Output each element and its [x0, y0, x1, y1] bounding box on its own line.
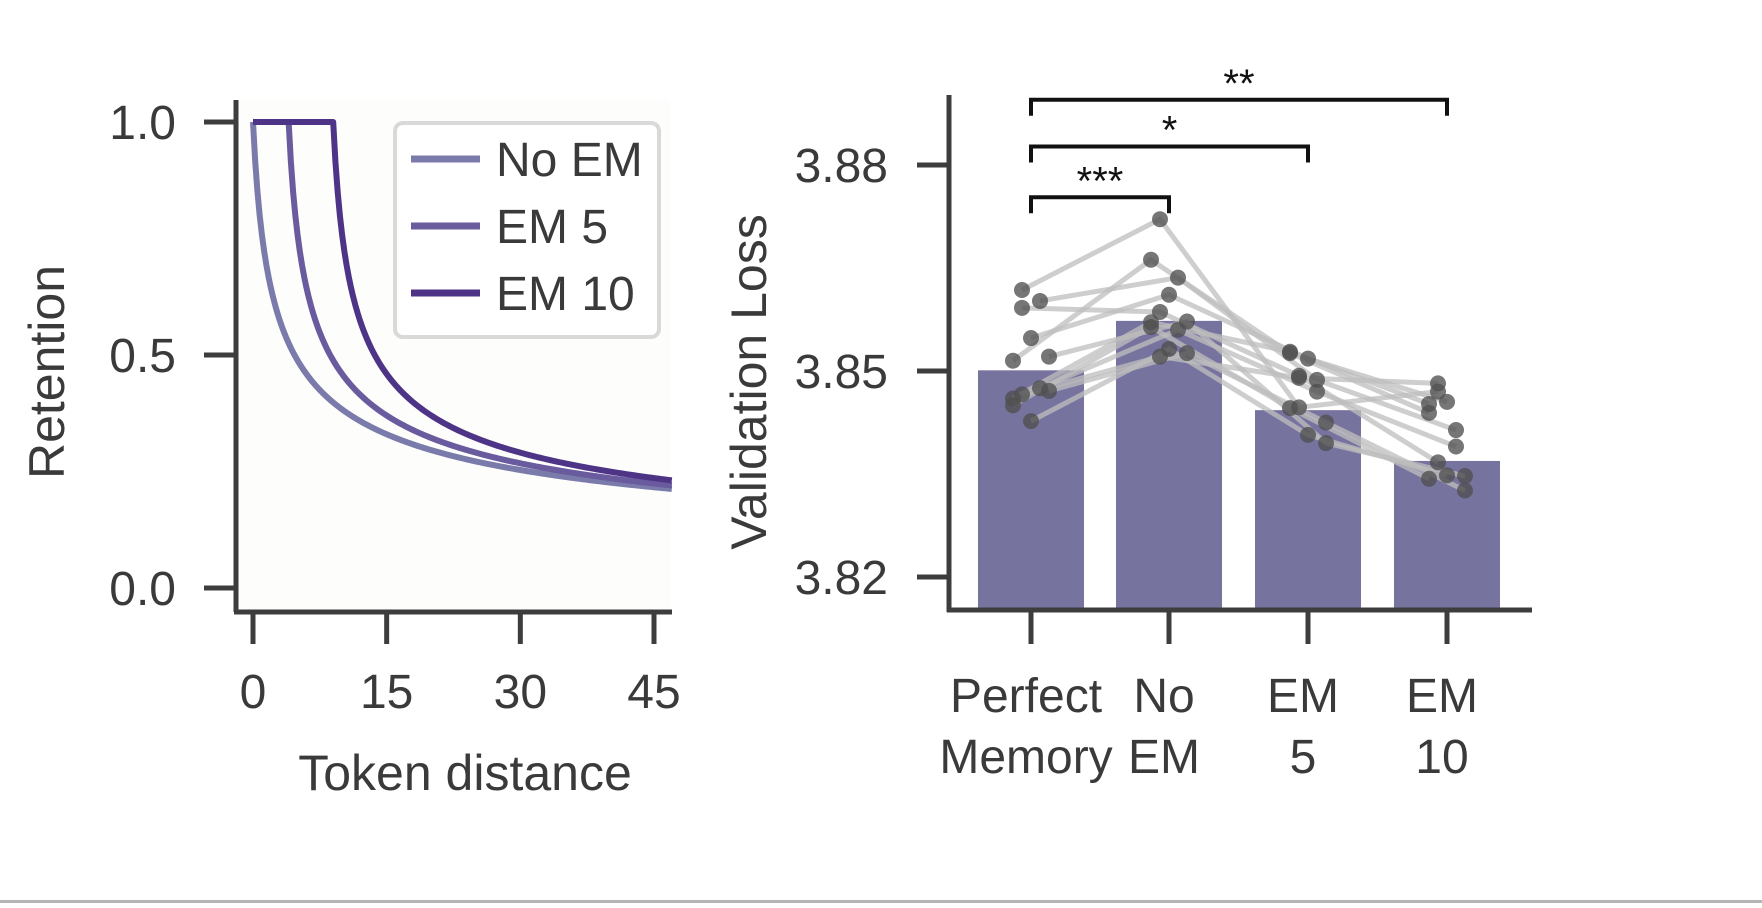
significance-bracket-2 [1029, 97, 1449, 116]
x-tick-label: 0 [240, 666, 267, 719]
data-point [1421, 470, 1437, 487]
y-tick-label: 0.5 [109, 330, 176, 383]
y-axis-label: Validation Loss [721, 214, 777, 549]
data-point [1005, 352, 1021, 369]
data-point [1014, 281, 1030, 298]
pair-line-1 [1021, 354, 1439, 397]
pair-line-5 [1011, 324, 1431, 482]
x-tick-label: 45 [627, 666, 680, 719]
data-point [1291, 399, 1307, 416]
significance-label-0: *** [1077, 159, 1124, 203]
data-point [1041, 382, 1057, 399]
y-tick-label: 3.85 [795, 346, 888, 399]
data-point [1143, 251, 1159, 268]
pair-line-9 [1048, 318, 1466, 479]
x-tick-label: EM [1267, 670, 1339, 723]
legend-label-1: EM 5 [496, 201, 608, 254]
significance-label-1: * [1162, 108, 1178, 152]
pair-line-6 [1021, 305, 1440, 465]
series-line-0 [250, 121, 673, 492]
x-tick-label: 30 [494, 666, 547, 719]
x-tick-label: 15 [360, 666, 413, 719]
data-point [1170, 269, 1186, 286]
y-tick-label: 3.82 [795, 552, 888, 605]
y-axis-label: Retention [19, 265, 75, 479]
x-tick-label: Perfect [950, 670, 1102, 723]
x-axis-label: Token distance [298, 745, 632, 801]
data-point [1318, 435, 1334, 452]
data-point [1014, 299, 1030, 316]
data-point [1439, 467, 1455, 484]
data-point [1282, 345, 1298, 362]
validation-loss-chart: 3.82 3.85 3.88 Perfect Memory No EM EM 5 EM 10 Vali… [721, 62, 1532, 784]
data-point [1430, 383, 1446, 400]
data-point [1291, 367, 1307, 384]
data-point [1300, 426, 1316, 443]
x-tick-label: 10 [1415, 731, 1468, 784]
data-point [1448, 422, 1464, 439]
pair-line-3 [1039, 327, 1457, 449]
pair-line-10 [1011, 256, 1430, 416]
legend-label-2: EM 10 [496, 268, 635, 321]
pair-line-11 [1020, 216, 1439, 411]
x-tick-label: No [1133, 670, 1194, 723]
data-point [1023, 330, 1039, 347]
data-point [1457, 468, 1473, 485]
data-point [1041, 348, 1057, 365]
data-point [1421, 404, 1437, 421]
bottom-divider [0, 900, 1762, 903]
data-point [1318, 414, 1334, 431]
data-point [1152, 211, 1168, 228]
significance-bracket-1 [1029, 144, 1310, 163]
data-point [1014, 386, 1030, 403]
y-tick-label: 3.88 [795, 140, 888, 193]
legend-box [393, 121, 661, 339]
x-tick-label: EM [1128, 731, 1200, 784]
data-point [1439, 393, 1455, 410]
data-point [1161, 341, 1177, 358]
x-tick-label: Memory [939, 731, 1112, 784]
data-point [1161, 286, 1177, 303]
retention-chart: 0.0 0.5 1.0 0 15 30 45 Token distance Retention N… [19, 97, 681, 801]
data-point [1300, 350, 1316, 367]
data-point [1457, 482, 1473, 499]
data-point [1309, 383, 1325, 400]
bar-0 [978, 370, 1084, 610]
data-point [1309, 371, 1325, 388]
data-point [1143, 319, 1159, 336]
x-tick-label: EM [1406, 670, 1478, 723]
data-point [1032, 292, 1048, 309]
data-point [1430, 454, 1446, 471]
x-tick-label: 5 [1290, 731, 1317, 784]
y-tick-label: 0.0 [109, 563, 176, 616]
significance-label-2: ** [1223, 62, 1254, 106]
data-point [1179, 313, 1195, 330]
data-point [1023, 413, 1039, 430]
legend: No EM EM 5 EM 10 [393, 121, 661, 339]
data-point [1448, 438, 1464, 455]
data-point [1005, 397, 1021, 414]
data-point [1152, 303, 1168, 320]
series-line-2 [253, 119, 673, 484]
bar-3 [1394, 460, 1500, 610]
y-tick-label: 1.0 [109, 97, 176, 150]
series-line-1 [253, 119, 673, 489]
legend-label-0: No EM [496, 134, 643, 187]
significance-bracket-0 [1029, 195, 1171, 214]
data-point [1179, 345, 1195, 362]
